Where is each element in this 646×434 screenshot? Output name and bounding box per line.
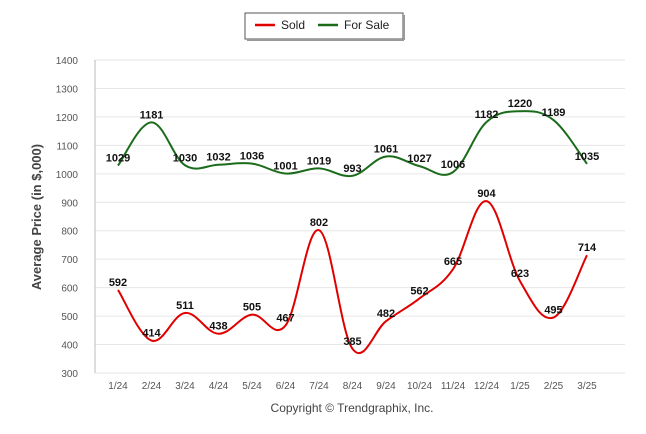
grid <box>94 59 625 374</box>
y-tick-label: 700 <box>61 255 78 266</box>
data-label-for-sale: 1027 <box>407 153 431 165</box>
x-tick-label: 7/24 <box>309 381 329 392</box>
data-label-sold: 562 <box>410 285 428 297</box>
data-label-sold: 665 <box>444 256 462 268</box>
data-label-for-sale: 1029 <box>106 153 130 165</box>
data-label-sold: 438 <box>209 321 227 333</box>
data-label-for-sale: 1061 <box>374 143 398 155</box>
data-label-sold: 505 <box>243 302 261 314</box>
x-axis: 1/24 2/24 3/24 4/24 5/24 6/24 7/24 8/24 9/24 10/2… <box>108 381 597 392</box>
data-label-for-sale: 1006 <box>441 159 465 171</box>
data-label-for-sale: 1181 <box>140 109 164 121</box>
y-tick-label: 1100 <box>56 141 78 152</box>
x-tick-label: 3/24 <box>175 381 195 392</box>
y-tick-label: 800 <box>61 227 78 238</box>
x-tick-label: 10/24 <box>407 381 432 392</box>
data-label-for-sale: 1035 <box>575 151 599 163</box>
data-label-sold: 482 <box>377 308 395 320</box>
x-tick-label: 12/24 <box>474 381 499 392</box>
y-tick-label: 600 <box>61 284 78 295</box>
copyright-text: Copyright © Trendgraphix, Inc. <box>271 401 434 415</box>
data-label-for-sale: 1189 <box>542 107 566 119</box>
y-tick-label: 900 <box>61 198 78 209</box>
data-label-sold: 467 <box>276 312 294 324</box>
y-tick-label: 500 <box>61 312 78 323</box>
data-label-sold: 511 <box>176 300 194 312</box>
y-tick-label: 300 <box>61 369 78 380</box>
y-axis-label: Average Price (in $,000) <box>29 144 44 290</box>
x-tick-label: 2/25 <box>544 381 564 392</box>
series-line-sold <box>117 200 588 354</box>
data-label-for-sale: 1220 <box>508 98 532 110</box>
x-tick-label: 2/24 <box>142 381 162 392</box>
x-tick-label: 1/25 <box>510 381 530 392</box>
data-label-sold: 623 <box>511 268 529 280</box>
x-tick-label: 11/24 <box>441 381 466 392</box>
data-label-for-sale: 1001 <box>273 161 297 173</box>
data-label-for-sale: 1019 <box>307 155 331 167</box>
x-tick-label: 5/24 <box>242 381 262 392</box>
y-tick-label: 1300 <box>56 84 79 95</box>
data-label-sold: 495 <box>544 305 562 317</box>
series-lines <box>117 110 588 354</box>
data-labels: 592 414 511 438 505 467 802 385 482 562 665 904 623 4… <box>106 98 599 348</box>
data-label-for-sale: 1182 <box>475 109 499 121</box>
y-tick-label: 1000 <box>56 170 79 181</box>
x-tick-label: 1/24 <box>108 381 128 392</box>
legend: Sold For Sale <box>244 12 405 41</box>
data-label-sold: 414 <box>142 328 161 340</box>
data-label-sold: 592 <box>109 277 127 289</box>
y-tick-label: 400 <box>61 341 78 352</box>
y-axis: 300 400 500 600 700 800 900 1000 1100 1200 1300 140… <box>56 56 79 380</box>
y-tick-label: 1400 <box>56 56 79 67</box>
legend-label-for-sale: For Sale <box>344 18 390 32</box>
legend-label-sold: Sold <box>281 18 305 32</box>
x-tick-label: 8/24 <box>343 381 363 392</box>
data-label-for-sale: 1030 <box>173 152 197 164</box>
data-label-for-sale: 993 <box>343 163 361 175</box>
data-label-sold: 385 <box>343 336 361 348</box>
data-label-sold: 802 <box>310 217 328 229</box>
y-tick-label: 1200 <box>56 113 79 124</box>
x-tick-label: 4/24 <box>209 381 229 392</box>
x-tick-label: 9/24 <box>376 381 396 392</box>
data-label-sold: 904 <box>477 188 496 200</box>
x-tick-label: 6/24 <box>276 381 296 392</box>
data-label-sold: 714 <box>578 242 597 254</box>
series-line-for-sale <box>117 110 588 178</box>
x-tick-label: 3/25 <box>577 381 597 392</box>
data-label-for-sale: 1032 <box>206 152 230 164</box>
data-label-for-sale: 1036 <box>240 151 264 163</box>
